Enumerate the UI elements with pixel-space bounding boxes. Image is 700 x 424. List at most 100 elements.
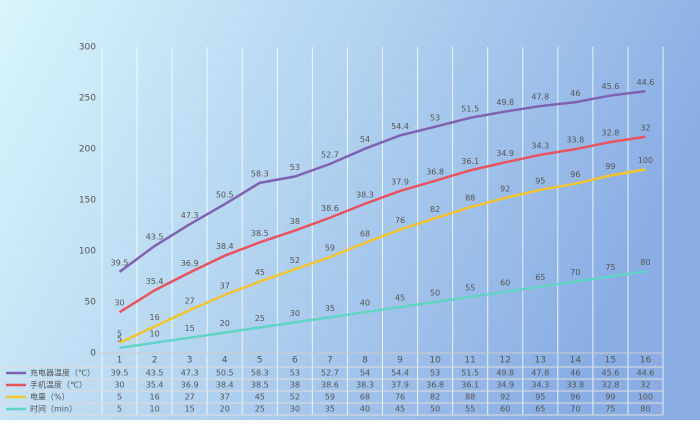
table-cell: 40 [360, 405, 370, 414]
table-cell: 36.8 [426, 381, 444, 390]
data-label: 16 [150, 313, 160, 322]
data-label: 35.4 [146, 277, 164, 286]
data-label: 39.5 [111, 258, 129, 267]
series-line [118, 90, 646, 273]
x-tick-label: 14 [570, 356, 582, 366]
table-cell: 38.4 [216, 381, 234, 390]
data-label: 30 [290, 309, 300, 318]
data-label: 55 [465, 283, 475, 292]
data-label: 10 [150, 329, 160, 338]
data-label: 53 [290, 163, 300, 172]
table-cell: 45.6 [602, 369, 620, 378]
data-label: 50.5 [216, 191, 234, 200]
legend-label: 充电器温度（℃） [30, 368, 95, 378]
table-cell: 50 [430, 405, 440, 414]
data-label: 45 [255, 268, 265, 277]
data-label: 75 [605, 263, 615, 272]
data-label: 32 [640, 123, 650, 132]
x-tick-label: 4 [222, 356, 228, 366]
data-label: 70 [570, 268, 580, 277]
x-tick-label: 13 [535, 356, 546, 366]
table-cell: 15 [185, 405, 195, 414]
data-label: 80 [640, 258, 650, 267]
x-tick-label: 3 [187, 356, 193, 366]
x-tick-label: 16 [640, 356, 652, 366]
table-cell: 76 [395, 393, 405, 402]
y-tick-label: 200 [79, 145, 96, 155]
x-tick-label: 11 [464, 356, 475, 366]
table-cell: 50.5 [216, 369, 234, 378]
table-cell: 53 [430, 369, 440, 378]
data-label: 40 [360, 299, 370, 308]
x-tick-label: 7 [327, 356, 333, 366]
table-cell: 52 [290, 393, 300, 402]
table-cell: 100 [638, 393, 653, 402]
data-label: 47.3 [181, 211, 199, 220]
table-cell: 27 [185, 393, 195, 402]
table-cell: 60 [500, 405, 510, 414]
table-cell: 58.3 [251, 369, 269, 378]
data-label: 54.4 [391, 122, 409, 131]
data-label: 33.8 [566, 136, 584, 145]
y-tick-label: 50 [85, 298, 97, 308]
data-label: 25 [255, 314, 265, 323]
table-cell: 44.6 [637, 369, 655, 378]
data-label: 34.3 [531, 141, 549, 150]
data-label: 58.3 [251, 169, 269, 178]
table-cell: 35.4 [146, 381, 164, 390]
data-label: 38.6 [321, 204, 339, 213]
table-cell: 95 [535, 393, 545, 402]
data-label: 5 [117, 329, 122, 338]
data-label: 76 [395, 216, 405, 225]
table-cell: 47.8 [531, 369, 549, 378]
table-cell: 59 [325, 393, 335, 402]
data-label: 37 [220, 281, 230, 290]
table-cell: 96 [570, 393, 580, 402]
series-line [118, 135, 646, 314]
data-label: 47.8 [531, 93, 549, 102]
table-cell: 36.9 [181, 381, 199, 390]
table-cell: 45 [255, 393, 265, 402]
x-tick-label: 12 [499, 356, 510, 366]
table-cell: 10 [150, 405, 160, 414]
data-label: 38 [290, 217, 300, 226]
data-label: 27 [185, 297, 195, 306]
table-cell: 55 [465, 405, 475, 414]
table-cell: 99 [605, 393, 615, 402]
table-cell: 5 [117, 393, 122, 402]
data-label: 43.5 [146, 233, 164, 242]
y-tick-label: 100 [79, 247, 96, 257]
data-label: 38.5 [251, 229, 269, 238]
x-tick-label: 6 [292, 356, 298, 366]
data-label: 50 [430, 289, 440, 298]
table-cell: 46 [570, 369, 580, 378]
legend-label: 电量（%） [30, 392, 70, 402]
table-cell: 36.1 [461, 381, 479, 390]
table-cell: 49.8 [496, 369, 514, 378]
table-cell: 34.3 [531, 381, 549, 390]
data-label: 52.7 [321, 150, 339, 159]
table-cell: 38.6 [321, 381, 339, 390]
table-cell: 34.9 [496, 381, 514, 390]
y-tick-label: 300 [79, 43, 96, 53]
data-label: 100 [638, 156, 653, 165]
data-label: 45 [395, 294, 405, 303]
table-cell: 43.5 [146, 369, 164, 378]
series-line [119, 270, 646, 350]
data-label: 82 [430, 205, 440, 214]
y-tick-label: 250 [79, 94, 96, 104]
table-cell: 65 [535, 405, 545, 414]
table-cell: 32.8 [602, 381, 620, 390]
x-tick-label: 9 [397, 356, 403, 366]
data-label: 60 [500, 278, 510, 287]
legend-label: 时间（min） [30, 404, 77, 414]
data-label: 35 [325, 304, 335, 313]
data-label: 45.6 [602, 82, 620, 91]
data-label: 38.4 [216, 242, 234, 251]
table-cell: 33.8 [566, 381, 584, 390]
x-tick-label: 10 [429, 356, 441, 366]
data-label: 36.8 [426, 167, 444, 176]
table-cell: 35 [325, 405, 335, 414]
table-cell: 37 [220, 393, 230, 402]
